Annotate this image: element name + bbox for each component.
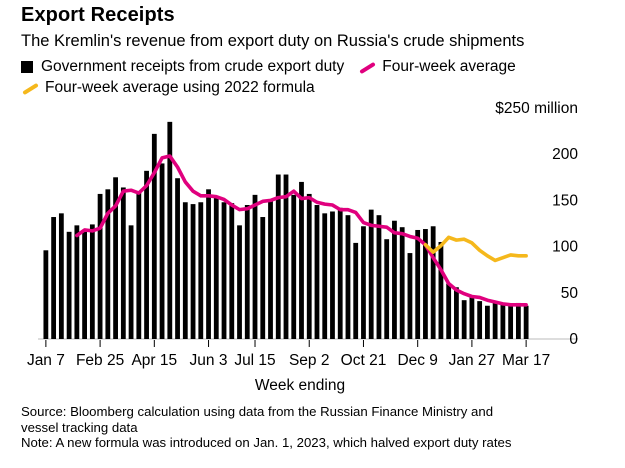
bar-receipts-29 [268,200,273,339]
bar-receipts-27 [252,194,258,339]
x-tick-label-48: Dec 9 [397,352,438,369]
bar-receipts-36 [322,213,328,339]
bar-receipts-38 [337,207,343,339]
bar-receipts-32 [291,194,297,339]
x-tick-label-21: Jun 3 [190,352,228,369]
source-line-1: Source: Bloomberg calculation using data… [21,404,494,419]
chart-title: Export Receipts [21,4,175,26]
bar-receipts-59 [500,302,506,339]
bar-receipts-12 [136,191,142,339]
bar-receipts-2 [58,213,64,339]
bar-receipts-15 [159,163,165,339]
bar-receipts-61 [515,302,521,339]
bar-receipts-40 [353,242,359,339]
x-tick-label-0: Jan 7 [27,352,65,369]
bar-receipts-62 [523,305,529,339]
bar-receipts-34 [306,193,312,339]
y-tick-label-100: 100 [552,239,578,256]
bar-receipts-5 [82,231,87,339]
bar-receipts-43 [376,215,382,339]
x-tick-label-55: Jan 27 [449,352,496,369]
bar-receipts-56 [477,301,483,339]
x-tick-label-62: Mar 17 [502,352,550,369]
bar-receipts-10 [120,187,126,339]
bar-receipts-49 [423,229,428,339]
bar-receipts-22 [213,197,219,339]
bar-receipts-6 [89,224,95,339]
bar-receipts-23 [221,202,227,339]
chart-subtitle: The Kremlin's revenue from export duty o… [21,32,525,50]
bar-receipts-3 [66,231,72,339]
y-tick-label-150: 150 [552,192,578,209]
x-axis-title: Week ending [255,377,345,394]
chart-plot: $250 million 200 150 100 50 0 Jan 7 Feb 25 Apr … [27,100,579,394]
bar-receipts-50 [430,226,436,339]
bar-receipts-28 [260,217,266,339]
bar-receipts-48 [415,229,421,339]
bar-receipts-42 [368,209,374,339]
bar-receipts-30 [275,174,281,339]
bar-receipts-0 [43,250,49,339]
bar-receipts-35 [314,205,320,339]
x-tick-label-7: Feb 25 [76,352,124,369]
x-tick-label-34: Sep 2 [289,352,330,369]
bar-receipts-8 [105,189,111,339]
bar-receipts-9 [113,177,118,339]
bar-receipts-41 [361,226,366,339]
bar-receipts-51 [438,241,444,339]
bar-receipts-60 [508,303,514,339]
bar-receipts-55 [469,296,475,339]
line-series-four-week-average [75,154,528,307]
bar-receipts-17 [175,178,180,339]
y-tick-label-50: 50 [561,285,579,302]
line-series-four-week-average-2022-formula [423,235,528,263]
bar-receipts-7 [97,193,103,339]
bar-receipts-33 [299,181,304,339]
legend-row-1: Government receipts from crude export du… [21,58,516,76]
legend-label-receipts: Government receipts from crude export du… [41,58,345,75]
bar-receipts-37 [330,211,335,339]
bar-receipts-1 [51,217,57,339]
bar-receipts-21 [206,189,211,339]
x-tick-label-41: Oct 21 [341,352,387,369]
legend-square-icon [21,61,33,73]
bar-receipts-57 [485,305,490,339]
bar-receipts-26 [244,205,250,339]
bar-receipts-4 [74,225,80,339]
bar-receipts-18 [182,202,188,339]
x-tick-label-14: Apr 15 [131,352,177,369]
x-tick-label-27: Jul 15 [234,352,275,369]
bar-receipts-45 [392,220,397,339]
bar-receipts-47 [407,253,413,339]
bar-receipts-24 [229,203,235,339]
legend-row-2: Four-week average using 2022 formula [21,79,315,97]
y-tick-label-0: 0 [569,331,578,348]
bar-receipts-39 [345,215,351,339]
bar-receipts-13 [144,170,149,339]
bar-receipts-53 [454,287,459,339]
bar-receipts-20 [198,202,204,339]
note-line: Note: A new formula was introduced on Ja… [21,435,512,451]
bar-receipts-52 [446,283,452,339]
footer-notes: Source: Bloomberg calculation using data… [21,404,611,451]
bar-receipts-16 [167,121,173,339]
legend-label-four-week-average: Four-week average [382,58,516,75]
bar-receipts-11 [128,225,134,339]
source-line-2: vessel tracking data [21,419,138,435]
bar-receipts-25 [237,225,242,339]
bar-receipts-31 [283,174,289,339]
y-tick-label-250: $250 million [495,100,578,117]
bar-receipts-44 [384,239,390,339]
bar-receipts-46 [399,227,405,339]
legend-label-2022-formula: Four-week average using 2022 formula [45,79,315,96]
y-tick-label-200: 200 [552,146,578,163]
bar-receipts-58 [492,301,498,339]
bar-receipts-19 [190,204,196,339]
bar-receipts-14 [151,133,157,339]
bar-receipts-54 [461,300,467,339]
